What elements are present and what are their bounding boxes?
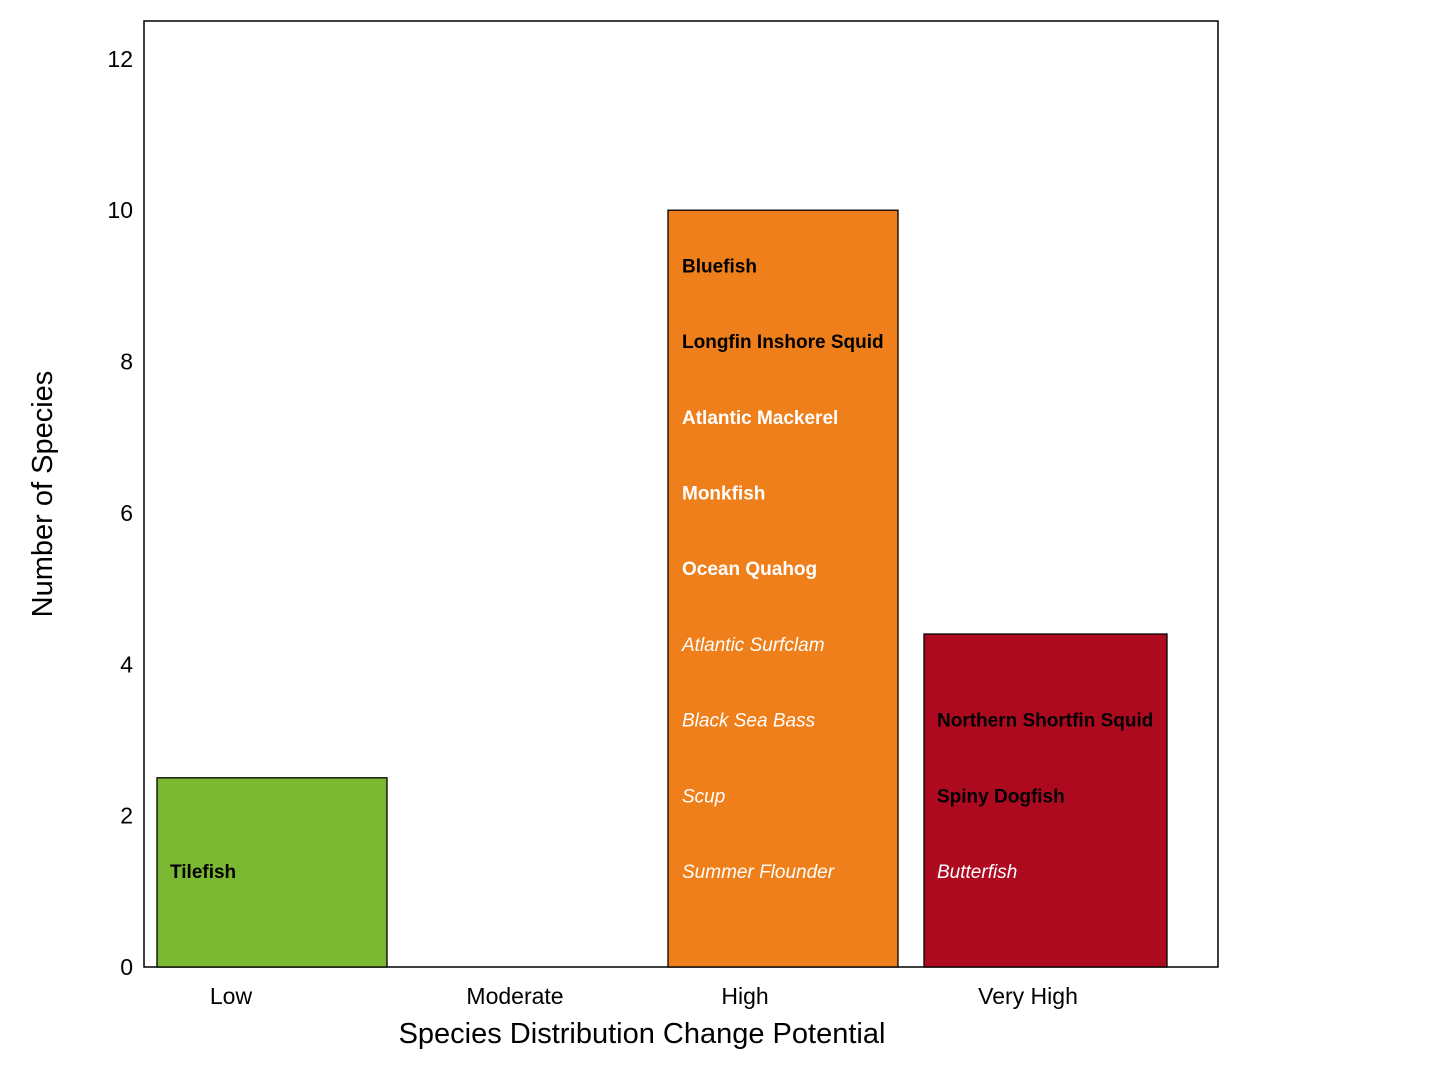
y-tick-label: 0 <box>120 954 133 980</box>
species-label: Black Sea Bass <box>682 711 816 732</box>
y-axis-ticks: 0 2 4 6 8 10 12 <box>107 46 133 980</box>
x-axis-title: Species Distribution Change Potential <box>399 1018 886 1050</box>
x-tick-label: Low <box>210 983 253 1009</box>
y-tick-label: 6 <box>120 500 133 526</box>
species-label: Summer Flounder <box>682 862 835 883</box>
species-label: Bluefish <box>682 256 757 277</box>
y-tick-label: 2 <box>120 803 133 829</box>
bar-very-high <box>923 633 1168 968</box>
species-label: Atlantic Surfclam <box>681 635 825 656</box>
species-label: Spiny Dogfish <box>937 786 1065 807</box>
x-tick-label: Very High <box>978 983 1078 1009</box>
species-label: Longfin Inshore Squid <box>682 332 884 353</box>
bars <box>156 209 1168 968</box>
species-label: Atlantic Mackerel <box>682 408 838 429</box>
x-axis-ticks: Low Moderate High Very High <box>210 983 1078 1009</box>
y-tick-label: 10 <box>107 197 133 223</box>
species-label: Scup <box>682 786 725 807</box>
species-label: Tilefish <box>170 862 236 883</box>
y-tick-label: 4 <box>120 651 133 677</box>
species-label: Butterfish <box>937 862 1017 883</box>
species-label: Monkfish <box>682 484 765 505</box>
x-tick-label: High <box>721 983 768 1009</box>
bar-low <box>156 777 388 968</box>
species-labels: Tilefish Bluefish Longfin Inshore Squid Atl… <box>170 256 1153 883</box>
species-label: Ocean Quahog <box>682 559 817 580</box>
x-tick-label: Moderate <box>466 983 563 1009</box>
y-tick-label: 8 <box>120 349 133 375</box>
y-tick-label: 12 <box>107 46 133 72</box>
y-axis-title: Number of Species <box>27 371 59 618</box>
species-label: Northern Shortfin Squid <box>937 711 1153 732</box>
bar-high <box>667 209 899 968</box>
